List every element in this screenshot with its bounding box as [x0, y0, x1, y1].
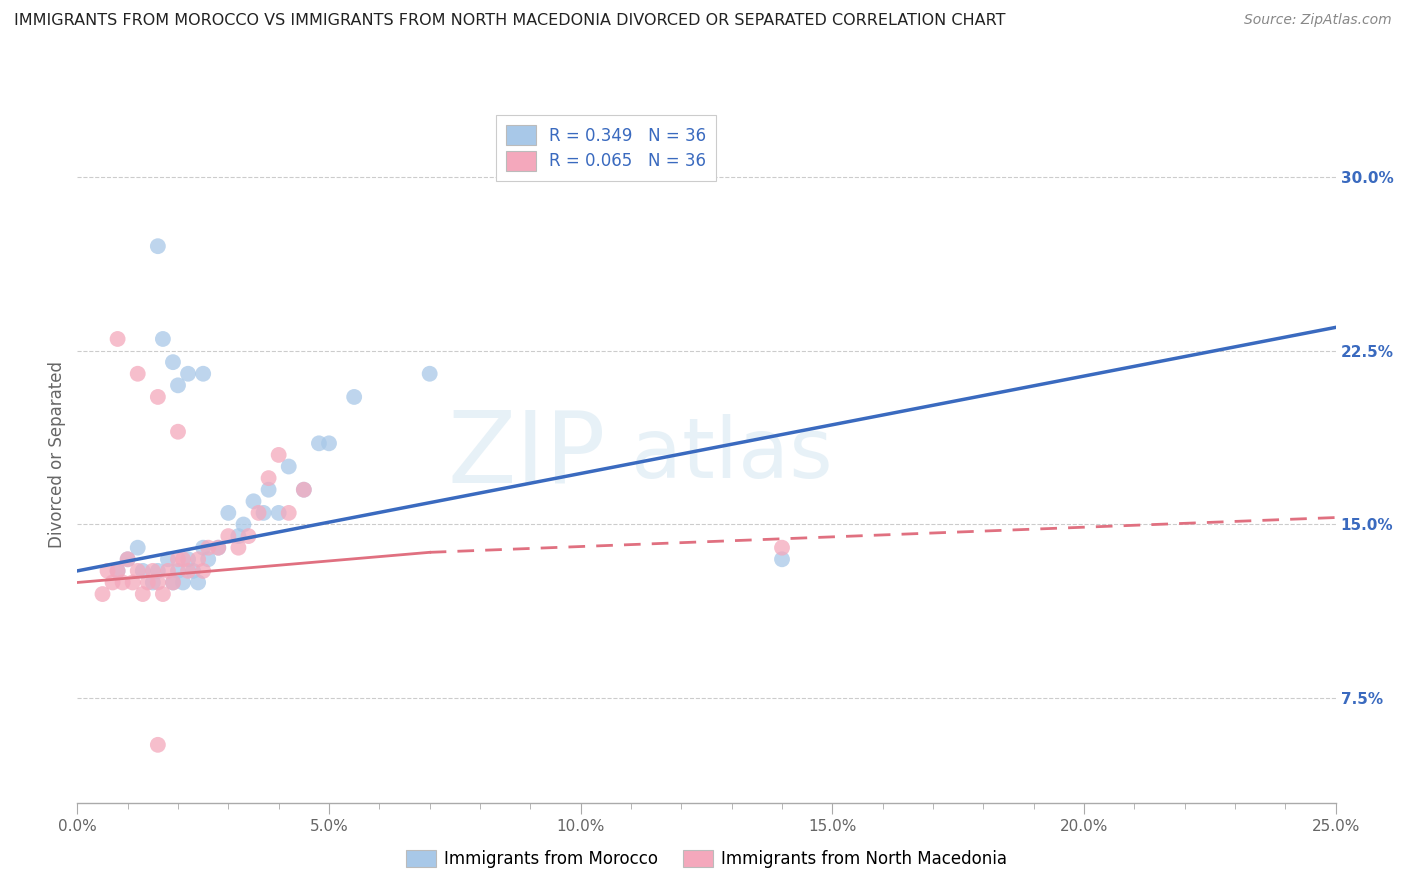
Point	[142, 575, 165, 590]
Point	[172, 575, 194, 590]
Point	[267, 506, 290, 520]
Point	[257, 483, 280, 497]
Point	[197, 541, 219, 555]
Point	[187, 552, 209, 566]
Point	[257, 471, 280, 485]
Point	[177, 367, 200, 381]
Point	[156, 552, 179, 566]
Point	[146, 390, 169, 404]
Point	[152, 332, 174, 346]
Point	[228, 541, 250, 555]
Point	[242, 494, 264, 508]
Point	[107, 564, 129, 578]
Point	[156, 564, 179, 578]
Point	[197, 552, 219, 566]
Point	[117, 552, 139, 566]
Point	[146, 738, 169, 752]
Point	[127, 564, 149, 578]
Point	[136, 575, 159, 590]
Point	[162, 575, 184, 590]
Point	[232, 517, 254, 532]
Point	[162, 575, 184, 590]
Point	[91, 587, 114, 601]
Point	[111, 575, 134, 590]
Point	[127, 541, 149, 555]
Text: ZIP: ZIP	[447, 407, 606, 503]
Point	[343, 390, 366, 404]
Point	[247, 506, 270, 520]
Point	[107, 564, 129, 578]
Point	[162, 355, 184, 369]
Point	[770, 541, 793, 555]
Point	[238, 529, 260, 543]
Point	[177, 564, 200, 578]
Point	[177, 552, 200, 566]
Point	[252, 506, 274, 520]
Point	[308, 436, 330, 450]
Point	[117, 552, 139, 566]
Point	[228, 529, 250, 543]
Point	[191, 541, 215, 555]
Point	[167, 564, 190, 578]
Point	[191, 564, 215, 578]
Point	[101, 575, 124, 590]
Point	[770, 552, 793, 566]
Point	[292, 483, 315, 497]
Point	[318, 436, 340, 450]
Point	[107, 332, 129, 346]
Text: Source: ZipAtlas.com: Source: ZipAtlas.com	[1244, 13, 1392, 28]
Point	[142, 564, 165, 578]
Point	[187, 575, 209, 590]
Point	[277, 459, 299, 474]
Point	[292, 483, 315, 497]
Point	[167, 378, 190, 392]
Point	[146, 564, 169, 578]
Point	[96, 564, 118, 578]
Point	[419, 367, 441, 381]
Point	[152, 587, 174, 601]
Point	[167, 425, 190, 439]
Point	[191, 367, 215, 381]
Point	[132, 587, 155, 601]
Point	[277, 506, 299, 520]
Point	[217, 529, 239, 543]
Point	[207, 541, 229, 555]
Point	[267, 448, 290, 462]
Text: IMMIGRANTS FROM MOROCCO VS IMMIGRANTS FROM NORTH MACEDONIA DIVORCED OR SEPARATED: IMMIGRANTS FROM MOROCCO VS IMMIGRANTS FR…	[14, 13, 1005, 29]
Point	[181, 564, 204, 578]
Point	[207, 541, 229, 555]
Point	[146, 239, 169, 253]
Legend: Immigrants from Morocco, Immigrants from North Macedonia: Immigrants from Morocco, Immigrants from…	[399, 843, 1014, 874]
Point	[172, 552, 194, 566]
Point	[127, 367, 149, 381]
Text: atlas: atlas	[631, 415, 832, 495]
Point	[167, 552, 190, 566]
Point	[217, 506, 239, 520]
Y-axis label: Divorced or Separated: Divorced or Separated	[48, 361, 66, 549]
Point	[132, 564, 155, 578]
Point	[121, 575, 143, 590]
Point	[146, 575, 169, 590]
